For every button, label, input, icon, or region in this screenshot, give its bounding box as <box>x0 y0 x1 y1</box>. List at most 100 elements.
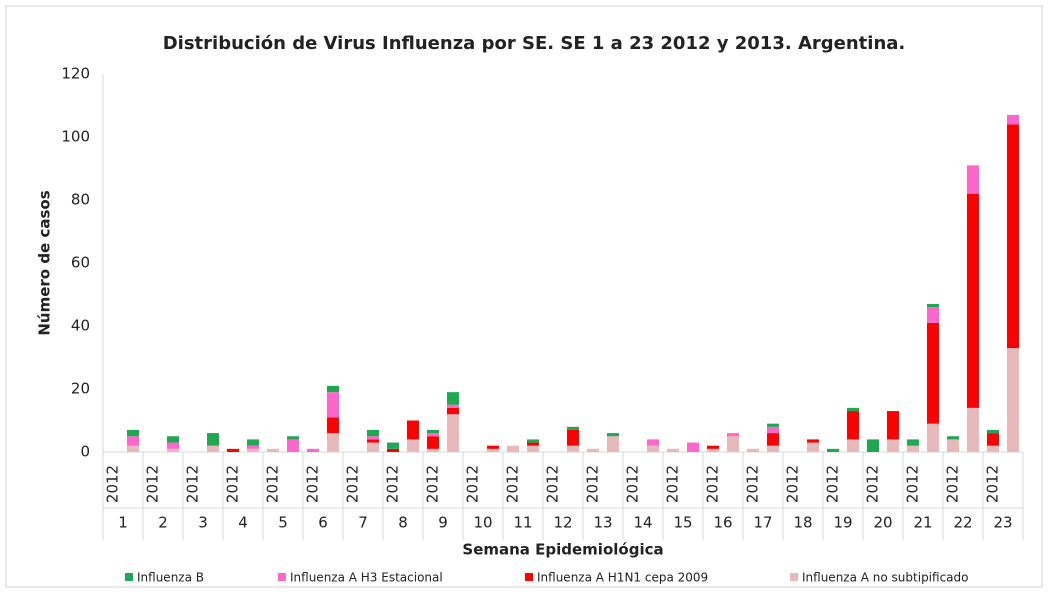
bar-segment <box>167 448 179 452</box>
bar-segment <box>407 439 419 452</box>
bar-segment <box>447 414 459 452</box>
bar-segment <box>947 439 959 452</box>
x-tick-label: 2012 <box>624 465 642 503</box>
bar-segment <box>727 433 739 437</box>
bar-segment <box>487 445 499 449</box>
y-tick-label: 100 <box>61 128 90 146</box>
bar-segment <box>967 165 979 194</box>
bar-segment <box>687 442 699 452</box>
x-tick-label: 2012 <box>584 465 602 503</box>
group-label: 22 <box>953 514 972 532</box>
bar-segment <box>767 445 779 452</box>
bar-segment <box>387 442 399 449</box>
bar-segment <box>327 417 339 434</box>
bar-segment <box>567 426 579 430</box>
bar-segment <box>987 433 999 446</box>
legend-swatch <box>278 573 286 581</box>
bar-segment <box>1007 114 1019 125</box>
bar-segment <box>247 448 259 452</box>
bar-segment <box>567 445 579 452</box>
bar-segment <box>587 448 599 452</box>
group-label: 17 <box>753 514 772 532</box>
x-tick-label: 2012 <box>784 465 802 503</box>
legend-label: Influenza B <box>137 571 204 585</box>
bar-segment <box>907 439 919 446</box>
x-tick-label: 2012 <box>464 465 482 503</box>
bar-segment <box>967 407 979 452</box>
group-label: 8 <box>398 514 408 532</box>
bar-segment <box>427 448 439 452</box>
bar-segment <box>527 442 539 446</box>
group-label: 16 <box>713 514 732 532</box>
x-tick-label: 2012 <box>704 465 722 503</box>
y-tick-label: 0 <box>80 443 90 461</box>
bar-segment <box>987 445 999 452</box>
bar-segment <box>167 436 179 443</box>
group-label: 15 <box>673 514 692 532</box>
x-tick-label: 2012 <box>544 465 562 503</box>
group-label: 1 <box>118 514 128 532</box>
y-tick-label: 20 <box>71 380 90 398</box>
bar-segment <box>447 407 459 415</box>
bar-segment <box>807 439 819 443</box>
bar-segment <box>667 448 679 452</box>
x-tick-label: 2012 <box>944 465 962 503</box>
group-label: 4 <box>238 514 248 532</box>
bar-segment <box>507 445 519 452</box>
bar-segment <box>767 433 779 446</box>
bar-segment <box>327 392 339 418</box>
bar-segment <box>367 439 379 443</box>
x-tick-label: 2012 <box>104 465 122 503</box>
bar-segment <box>207 445 219 452</box>
x-tick-label: 2012 <box>304 465 322 503</box>
x-tick-label: 2012 <box>424 465 442 503</box>
bar-segment <box>127 445 139 452</box>
group-label: 14 <box>633 514 652 532</box>
group-label: 10 <box>473 514 492 532</box>
bar-segment <box>967 193 979 408</box>
bar-segment <box>847 407 859 412</box>
bar-segment <box>887 411 899 440</box>
bar-segment <box>287 439 299 452</box>
bar-segment <box>367 429 379 437</box>
legend-swatch <box>125 573 133 581</box>
x-tick-label: 2012 <box>904 465 922 503</box>
bar-segment <box>847 411 859 440</box>
bar-segment <box>867 439 879 452</box>
bar-segment <box>267 448 279 452</box>
x-tick-label: 2012 <box>864 465 882 503</box>
bar-segment <box>447 404 459 408</box>
group-label: 11 <box>513 514 532 532</box>
y-tick-label: 60 <box>71 254 90 272</box>
bar-segment <box>607 436 619 452</box>
bar-segment <box>747 448 759 452</box>
bar-segment <box>927 303 939 308</box>
group-label: 7 <box>358 514 368 532</box>
bar-segment <box>807 442 819 452</box>
y-axis-title: Número de casos <box>36 190 54 335</box>
bar-segment <box>207 433 219 446</box>
group-label: 3 <box>198 514 208 532</box>
bar-segment <box>327 385 339 393</box>
bar-segment <box>727 436 739 452</box>
bar-segment <box>767 423 779 427</box>
bar-segment <box>707 445 719 449</box>
bar-segment <box>927 322 939 424</box>
y-tick-label: 80 <box>71 191 90 209</box>
legend-label: Influenza A H1N1 cepa 2009 <box>537 571 708 585</box>
bar-segment <box>247 445 259 449</box>
x-tick-label: 2012 <box>984 465 1002 503</box>
x-tick-label: 2012 <box>344 465 362 503</box>
x-tick-label: 2012 <box>664 465 682 503</box>
bar-segment <box>327 433 339 452</box>
group-label: 23 <box>993 514 1012 532</box>
bar-segment <box>527 439 539 443</box>
bar-segment <box>427 433 439 437</box>
bar-segment <box>367 436 379 440</box>
bar-segment <box>367 442 379 452</box>
x-tick-label: 2012 <box>184 465 202 503</box>
group-label: 9 <box>438 514 448 532</box>
bar-segment <box>447 392 459 405</box>
x-axis-title: Semana Epidemiológica <box>462 541 663 559</box>
